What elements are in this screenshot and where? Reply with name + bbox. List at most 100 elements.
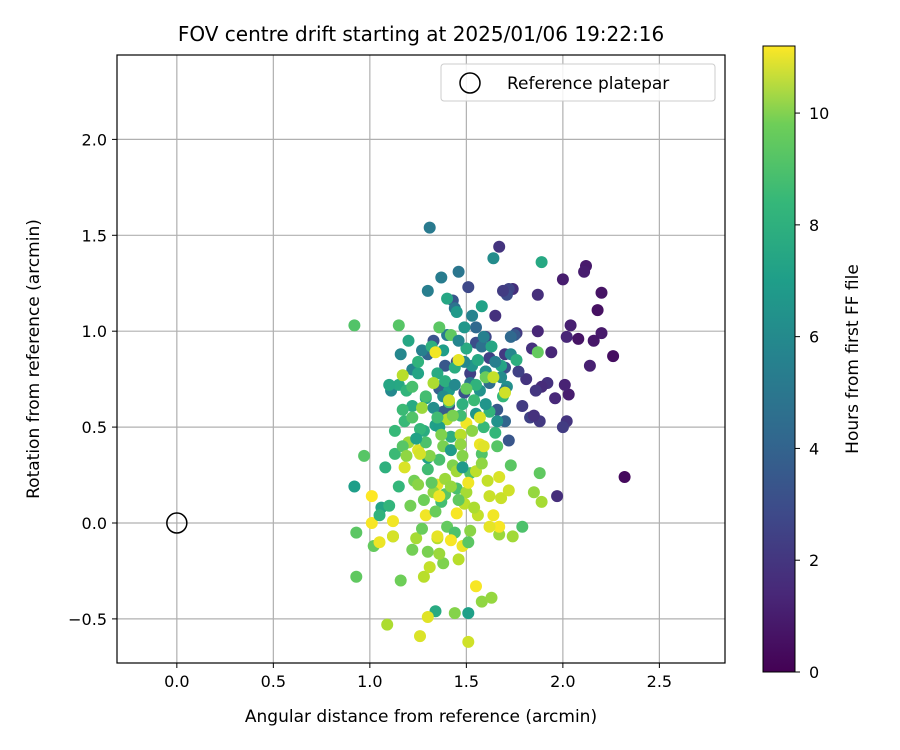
data-point (414, 630, 426, 643)
data-point (493, 240, 506, 253)
data-point (394, 348, 407, 361)
data-point (387, 515, 399, 528)
data-point (433, 490, 446, 503)
data-point (423, 449, 436, 462)
data-point (348, 480, 361, 493)
y-tick-label: 0.0 (82, 514, 107, 533)
data-point (396, 440, 409, 453)
x-tick-label: 2.5 (647, 672, 672, 691)
data-point (470, 321, 482, 334)
data-point (452, 334, 465, 347)
data-point (410, 532, 423, 545)
data-point (497, 284, 509, 297)
data-point (595, 327, 608, 340)
x-axis-label: Angular distance from reference (arcmin) (245, 707, 597, 727)
data-point (412, 367, 425, 380)
data-point (439, 375, 452, 388)
data-point (468, 501, 481, 514)
data-point (394, 574, 407, 587)
data-point (423, 221, 436, 234)
reference-platepar-marker (166, 512, 188, 534)
data-point (471, 354, 484, 366)
data-point (427, 377, 440, 389)
legend-reference-label: Reference platepar (507, 74, 669, 94)
x-tick-label: 1.0 (357, 672, 382, 691)
data-point (502, 434, 515, 447)
data-point (433, 453, 446, 466)
data-point (458, 321, 471, 334)
data-point (475, 300, 488, 313)
data-point (462, 476, 475, 489)
data-point (412, 355, 425, 368)
data-point (529, 384, 542, 397)
plot-frame (116, 54, 726, 664)
data-points (348, 221, 631, 648)
colorbar: 0 2 4 6 8 10 Hours from first FF file (762, 45, 863, 682)
data-point (489, 309, 502, 322)
data-point (516, 400, 529, 412)
data-point (441, 292, 454, 305)
data-point (456, 461, 469, 474)
data-point (504, 330, 517, 343)
data-point (392, 319, 405, 332)
colorbar-tick-label: 10 (809, 104, 829, 123)
data-point (506, 530, 519, 543)
x-tick-label: 2.0 (550, 672, 575, 691)
y-tick-label: −0.5 (68, 610, 107, 629)
data-point (491, 440, 504, 453)
data-point (531, 288, 544, 301)
data-point (460, 486, 473, 499)
colorbar-tick-label: 4 (809, 439, 819, 458)
data-point (477, 421, 490, 434)
x-axis-ticks: 0.0 0.5 1.0 1.5 2.0 2.5 (164, 663, 672, 691)
data-point (583, 359, 596, 372)
data-point (404, 499, 417, 512)
data-point (556, 273, 569, 286)
y-axis-ticks: −0.5 0.0 0.5 1.0 1.5 2.0 (68, 130, 117, 629)
data-point (419, 390, 432, 403)
data-point (556, 421, 569, 434)
data-point (444, 480, 457, 493)
data-point (450, 306, 463, 318)
data-point (479, 398, 492, 411)
data-point (456, 449, 469, 462)
data-point (452, 553, 465, 566)
data-point (466, 309, 479, 322)
data-point (545, 346, 558, 359)
data-point (398, 461, 411, 474)
data-point (365, 517, 378, 529)
colorbar-tick-label: 0 (809, 663, 819, 682)
data-point (591, 304, 604, 317)
colorbar-tick-label: 8 (809, 216, 819, 235)
y-tick-label: 1.0 (82, 322, 107, 341)
data-point (499, 386, 511, 399)
data-point (587, 334, 600, 347)
data-point (460, 382, 473, 395)
data-point (383, 499, 396, 512)
data-point (473, 411, 486, 424)
data-point (379, 461, 392, 474)
data-point (560, 330, 573, 343)
data-point (572, 332, 585, 345)
data-point (421, 611, 434, 623)
data-point (419, 509, 432, 522)
data-point (423, 561, 436, 574)
data-point (429, 505, 442, 518)
data-point (421, 463, 434, 476)
reference-marker (166, 512, 188, 534)
data-point (416, 401, 428, 414)
data-point (421, 545, 434, 558)
legend: Reference platepar (440, 63, 716, 102)
data-point (489, 355, 502, 368)
data-point (439, 359, 452, 372)
data-point (520, 373, 533, 386)
data-point (446, 409, 459, 422)
data-point (444, 444, 457, 457)
data-point (437, 557, 450, 570)
data-point (416, 522, 428, 535)
colorbar-tick-label: 2 (809, 551, 819, 570)
data-point (495, 492, 508, 505)
data-point (510, 354, 523, 366)
data-point (527, 409, 540, 422)
